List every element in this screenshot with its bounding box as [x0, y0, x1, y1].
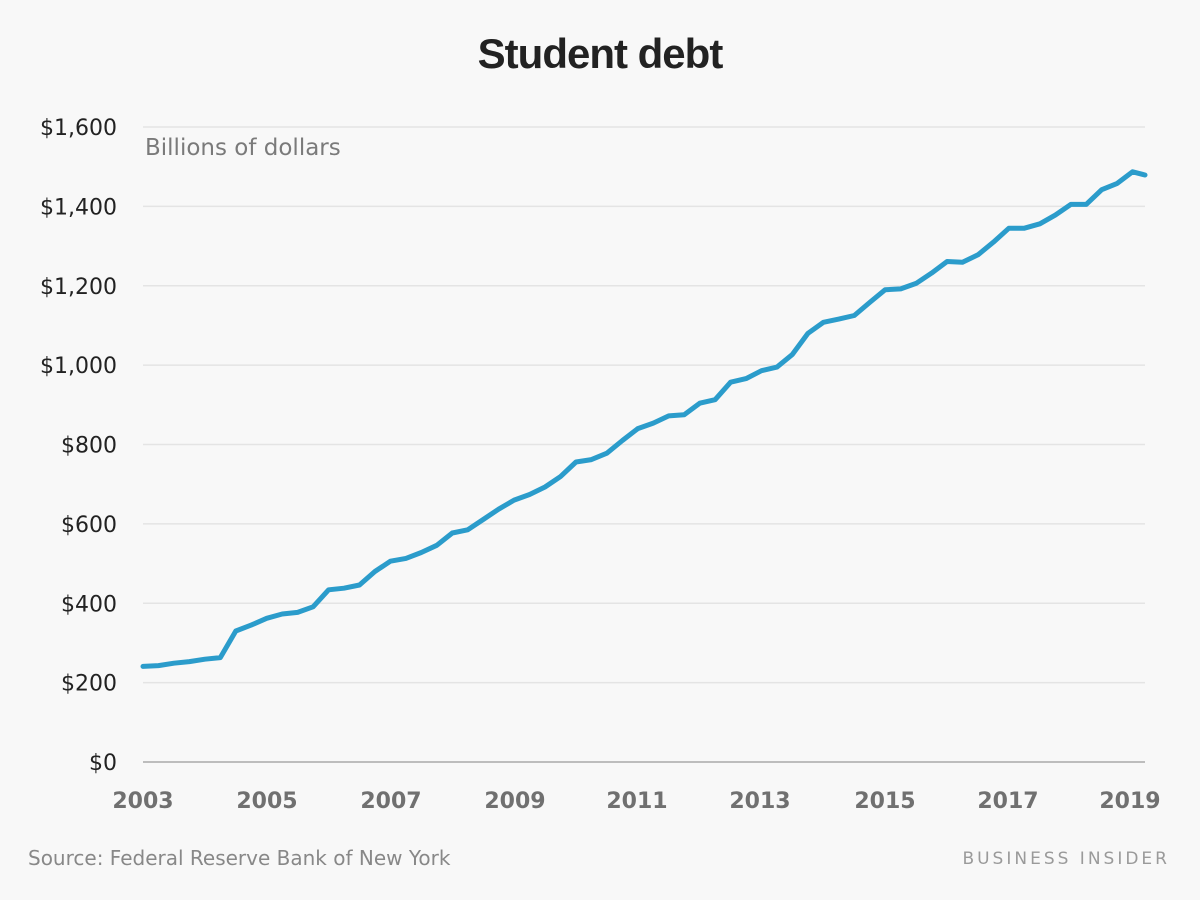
y-tick-label: $1,600 [40, 116, 117, 141]
x-tick-label: 2009 [484, 789, 545, 814]
x-tick-label: 2019 [1099, 789, 1160, 814]
gridlines [143, 126, 1145, 763]
y-tick-label: $0 [89, 751, 117, 776]
unit-label: Billions of dollars [145, 135, 341, 161]
x-tick-label: 2017 [977, 789, 1038, 814]
x-tick-label: 2011 [606, 789, 667, 814]
x-tick-label: 2015 [854, 789, 915, 814]
y-tick-label: $1,200 [40, 275, 117, 300]
student-debt-line [140, 169, 1148, 669]
x-tick-label: 2003 [112, 789, 173, 814]
chart-title: Student debt [477, 30, 724, 77]
y-tick-label: $600 [61, 513, 117, 538]
y-tick-label: $1,400 [40, 195, 117, 220]
x-tick-label: 2013 [729, 789, 790, 814]
x-tick-label: 2007 [360, 789, 421, 814]
y-tick-label: $800 [61, 434, 117, 459]
source-note: Source: Federal Reserve Bank of New York [28, 846, 451, 870]
x-axis-ticks: 2003 2005 2007 2009 2011 2013 2015 2017 2019 [112, 789, 1160, 814]
x-tick-label: 2005 [236, 789, 297, 814]
y-tick-label: $400 [61, 592, 117, 617]
y-tick-label: $200 [61, 672, 117, 697]
y-tick-label: $1,000 [40, 354, 117, 379]
brand-logo: BUSINESS INSIDER [962, 849, 1170, 869]
y-axis-ticks: $0 $200 $400 $600 $800 $1,000 $1,200 $1,400 $1,6… [40, 116, 117, 776]
